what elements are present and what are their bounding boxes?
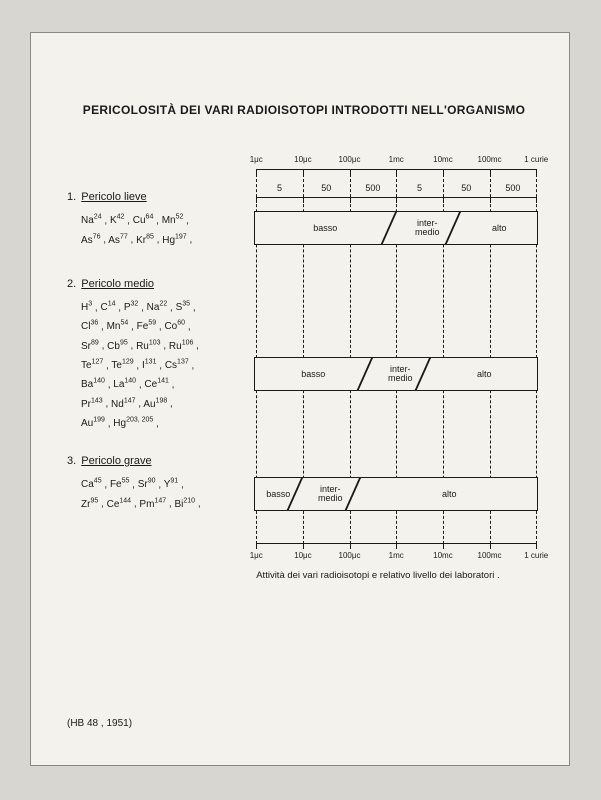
hazard-band-3: bassointer-medioalto — [254, 477, 538, 511]
isotope: Zr95 — [81, 499, 98, 510]
isotope: Ru106 — [169, 341, 193, 352]
isotope: Y91 — [164, 479, 178, 490]
band-segment-high: alto — [459, 212, 539, 244]
isotope: S35 — [176, 302, 190, 313]
isotope: La140 — [113, 379, 136, 390]
isotope: H3 — [81, 302, 92, 313]
axis-tick-label: 10mc — [433, 551, 453, 560]
category-title: 1. Pericolo lieve — [67, 191, 252, 203]
top-axis: 1μc10μc100μc1mc10mc100mc1 curie — [256, 155, 536, 169]
isotope: Cu64 — [133, 215, 154, 226]
citation: (HB 48 , 1951) — [67, 718, 132, 729]
isotope: Cs137 — [165, 360, 189, 371]
isotope: Co60 — [164, 321, 185, 332]
isotope: As77 — [108, 235, 127, 246]
isotope: Na22 — [147, 302, 168, 313]
band-segment-mid: inter-medio — [395, 212, 459, 244]
category-block: 3. Pericolo grave Ca45 , Fe55 , Sr90 , Y9… — [67, 455, 252, 514]
category-title: 2. Pericolo medio — [67, 278, 252, 290]
page-title: PERICOLOSITÀ DEI VARI RADIOISOTOPI INTRO… — [67, 103, 541, 117]
content-row: 1. Pericolo lieve Na24 , K42 , Cu64 , Mn5… — [67, 155, 541, 575]
isotope: Ru103 — [136, 341, 160, 352]
hazard-band-2: bassointer-medioalto — [254, 357, 538, 391]
isotope: Pr143 — [81, 399, 103, 410]
band-segment-low: basso — [255, 212, 395, 244]
category-block: 1. Pericolo lieve Na24 , K42 , Cu64 , Mn5… — [67, 191, 252, 250]
isotope: K42 — [110, 215, 124, 226]
isotope: Hg203, 205 — [113, 418, 153, 429]
category-title: 3. Pericolo grave — [67, 455, 252, 467]
isotope: Fe55 — [110, 479, 129, 490]
axis-tick-label: 10μc — [294, 551, 312, 560]
isotope: As76 — [81, 235, 100, 246]
isotope: Au198 — [143, 399, 167, 410]
isotope-list: H3 , C14 , P32 , Na22 , S35 , Cl36 , Mn5… — [67, 298, 252, 433]
isotope: Te127 — [81, 360, 103, 371]
isotope-list: Na24 , K42 , Cu64 , Mn52 , As76 , As77 ,… — [67, 211, 252, 250]
category-block: 2. Pericolo medio H3 , C14 , P32 , Na22 ,… — [67, 278, 252, 433]
isotope: Hg197 — [162, 235, 186, 246]
axis-tick-label: 1mc — [389, 551, 404, 560]
categories-column: 1. Pericolo lieve Na24 , K42 , Cu64 , Mn5… — [67, 155, 252, 575]
isotope: Ca45 — [81, 479, 102, 490]
isotope: Kr85 — [136, 235, 154, 246]
isotope: Sr90 — [138, 479, 156, 490]
isotope: Ba140 — [81, 379, 105, 390]
isotope: I131 — [142, 360, 156, 371]
isotope-list: Ca45 , Fe55 , Sr90 , Y91 , Zr95 , Ce144 … — [67, 475, 252, 514]
hazard-band-1: bassointer-medioalto — [254, 211, 538, 245]
isotope: Te129 — [111, 360, 133, 371]
isotope: P32 — [124, 302, 138, 313]
axis-tick-label: 10mc — [433, 155, 453, 164]
axis-tick-label: 1μc — [250, 551, 263, 560]
isotope: Ce144 — [107, 499, 131, 510]
isotope: Na24 — [81, 215, 102, 226]
axis-tick-label: 10μc — [294, 155, 312, 164]
isotope: Cl36 — [81, 321, 98, 332]
axis-tick-label: 100μc — [339, 551, 361, 560]
document-page: PERICOLOSITÀ DEI VARI RADIOISOTOPI INTRO… — [30, 32, 570, 766]
isotope: Mn54 — [107, 321, 129, 332]
chart-column: 1μc10μc100μc1mc10mc100mc1 curie 55050055… — [256, 155, 541, 575]
isotope: Ce141 — [144, 379, 168, 390]
bottom-axis: 1μc10μc100μc1mc10mc100mc1 curie — [256, 549, 536, 563]
isotope: Au199 — [81, 418, 105, 429]
chart-caption: Attività dei vari radioisotopi e relativ… — [256, 569, 536, 582]
axis-tick-label: 100mc — [478, 155, 502, 164]
isotope: Pm147 — [139, 499, 166, 510]
isotope: Fe59 — [137, 321, 156, 332]
isotope: Nd147 — [111, 399, 135, 410]
band-segment-low: basso — [255, 358, 371, 390]
isotope: Cb95 — [107, 341, 128, 352]
axis-tick-label: 1 curie — [524, 155, 548, 164]
isotope: C14 — [100, 302, 115, 313]
axis-tick-label: 1μc — [250, 155, 263, 164]
band-segment-high: alto — [429, 358, 539, 390]
axis-tick-label: 100mc — [478, 551, 502, 560]
isotope: Mn52 — [162, 215, 184, 226]
axis-tick-label: 100μc — [339, 155, 361, 164]
isotope: Sr89 — [81, 341, 99, 352]
isotope: Bi210 — [174, 499, 195, 510]
axis-tick-label: 1 curie — [524, 551, 548, 560]
axis-tick-label: 1mc — [389, 155, 404, 164]
band-segment-high: alto — [359, 478, 539, 510]
